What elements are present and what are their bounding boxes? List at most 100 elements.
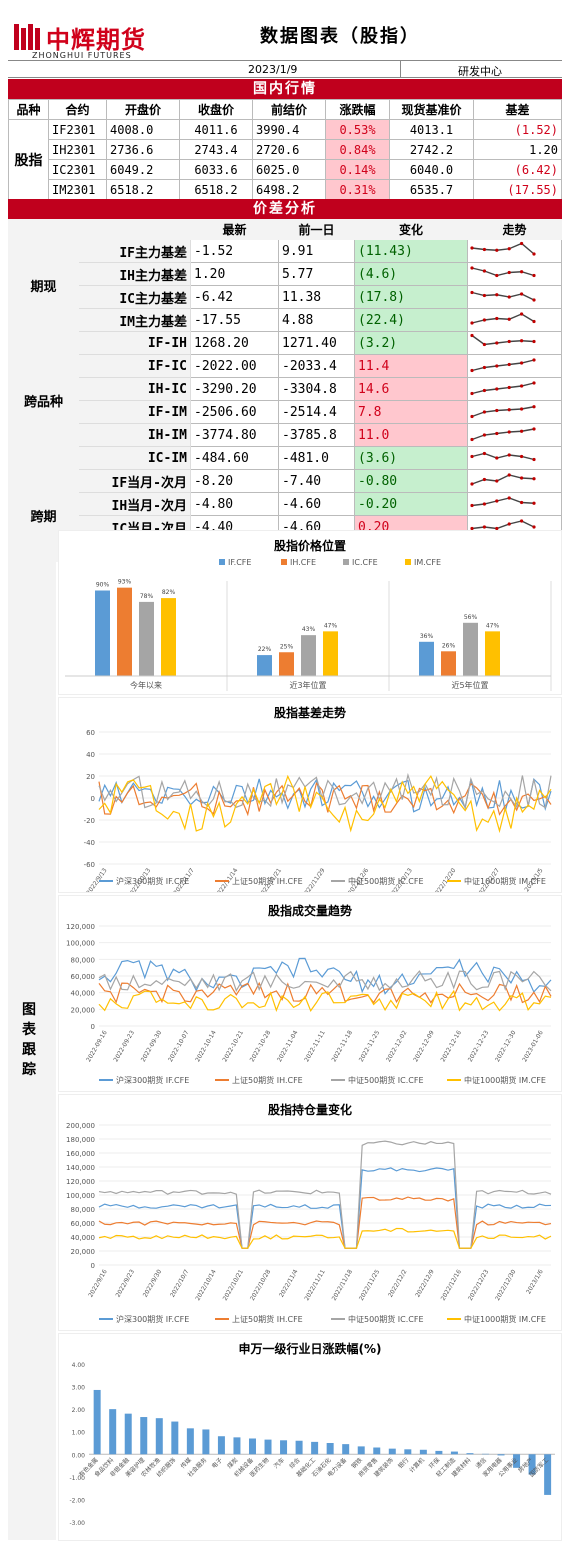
sparkline-point (470, 290, 474, 295)
x-tick-label: 2023/1/6 (525, 1268, 545, 1295)
report-date: 2023/1/9 (248, 63, 298, 76)
data-label: 47% (324, 622, 338, 629)
x-tick-label: 2022/11/25 (358, 1268, 381, 1302)
spread-label: IC-IM (78, 446, 191, 470)
sparkline-point (482, 365, 486, 370)
sparkline-point (470, 368, 474, 373)
bar (419, 641, 434, 676)
x-tick-label: 2022/9/16 (87, 1268, 109, 1298)
basis-value: 1.20 (473, 139, 562, 160)
spot-price: 4013.1 (389, 119, 474, 140)
contract-code: IF2301 (48, 119, 107, 140)
bar (326, 1443, 334, 1455)
bar (435, 1450, 443, 1455)
x-tick-label: 2022-12-16 (439, 1029, 463, 1063)
sparkline-point (470, 333, 474, 338)
col-header: 品种 (8, 99, 49, 120)
y-tick-label: -1.00 (69, 1475, 85, 1482)
spread-prev: -3785.8 (278, 423, 355, 447)
spread-latest: -2022.00 (190, 354, 279, 378)
sparkline-point (532, 298, 536, 302)
bar (186, 1428, 194, 1455)
sparkline-point (495, 526, 499, 531)
bar (301, 635, 316, 676)
bar (342, 1444, 350, 1455)
sparkline-point (520, 519, 524, 523)
series-line (98, 781, 552, 817)
bar (528, 1454, 536, 1475)
spread-latest: -8.20 (190, 469, 279, 493)
spread-prev: -2514.4 (278, 400, 355, 424)
data-label: 47% (486, 622, 500, 629)
sparkline-point (532, 339, 536, 344)
legend-label: IF.CFE (228, 558, 251, 567)
x-tick-label: 2022/10/28 (249, 1268, 272, 1302)
bar (161, 598, 176, 676)
basis-trend-chart: 股指基差走势 60 40 20 0 -20 -40 -60 2022/9/13 2022/10/… (58, 697, 562, 893)
spot-price: 6535.7 (389, 179, 474, 200)
sparkline-point (482, 318, 486, 322)
table-row: 跨期 IF当月-次月 -8.20 -7.40 -0.80 (8, 469, 562, 562)
x-tick-label: 2022/11/11 (303, 1268, 326, 1302)
bar (202, 1429, 210, 1455)
category-label: 近5年位置 (451, 680, 488, 690)
sparkline-point (520, 407, 524, 411)
spread-col-header: 最新 (190, 219, 279, 240)
sparkline-path (471, 291, 535, 301)
table-row: IH当月-次月 -4.80 -4.60 -0.20 (9, 492, 562, 516)
spread-col-header: 前一日 (278, 219, 355, 240)
spread-latest: -4.80 (190, 492, 279, 516)
spot-price: 2742.2 (389, 139, 474, 160)
legend-label: IM.CFE (414, 558, 441, 567)
y-tick-label: 1.00 (72, 1430, 86, 1437)
sparkline-point (532, 358, 536, 362)
sparkline-point (532, 273, 536, 278)
spread-change: (11.43) (354, 239, 468, 263)
bar (463, 622, 478, 676)
legend-label: 上证50期货 IH.CFE (232, 1075, 303, 1085)
x-tick-label: 2022/11/18 (331, 1268, 354, 1302)
sparkline (470, 427, 536, 442)
sparkline (470, 381, 536, 396)
spread-prev: -2033.4 (278, 354, 355, 378)
sparkline-point (495, 479, 499, 483)
spread-group-name: 跨品种 (8, 331, 79, 470)
bar (248, 1438, 256, 1455)
spread-group-name: 期现 (8, 239, 79, 332)
spread-sparkline (467, 469, 562, 493)
sparkline (470, 290, 536, 302)
y-tick-label: -3.00 (69, 1520, 85, 1527)
sparkline-point (470, 321, 474, 325)
sparkline-point (495, 273, 499, 278)
sparkline-path (471, 267, 535, 277)
legend-swatch (219, 559, 225, 565)
spread-latest: -484.60 (190, 446, 279, 470)
prev-settle: 6498.2 (252, 179, 326, 200)
col-header: 合约 (48, 99, 107, 120)
spread-change: -0.20 (354, 492, 468, 516)
x-tick-label: 2022-10-14 (194, 1029, 218, 1063)
sparkline-point (507, 295, 511, 299)
x-tick-label: 2022-11-18 (330, 1029, 354, 1063)
col-header: 前结价 (252, 99, 326, 120)
sparkline-point (495, 499, 499, 503)
bar (95, 590, 110, 676)
table-row: 股指 IF2301 4008.0 4011.6 3990.4 0.53% 401… (8, 119, 562, 200)
data-label: 36% (420, 633, 434, 640)
y-tick-label: 0 (91, 1262, 95, 1270)
legend-label: 沪深300期货 IF.CFE (116, 876, 189, 886)
category-cell: 股指 (8, 119, 49, 200)
y-tick-label: 20 (86, 773, 95, 781)
x-tick-label: 2022-09-16 (85, 1029, 109, 1063)
x-tick-label: 2022/9/23 (115, 1268, 137, 1298)
sparkline-point (495, 387, 499, 391)
sparkline-path (471, 406, 535, 418)
spread-sparkline (467, 492, 562, 516)
spot-price: 6040.0 (389, 159, 474, 180)
data-label: 90% (96, 582, 110, 589)
x-tick-label: 2022/12/30 (494, 1268, 517, 1302)
spread-prev: -4.60 (278, 492, 355, 516)
y-tick-label: 60,000 (71, 973, 96, 981)
spread-change: 11.0 (354, 423, 468, 447)
x-tick-label: 2022/9/30 (142, 1268, 164, 1298)
